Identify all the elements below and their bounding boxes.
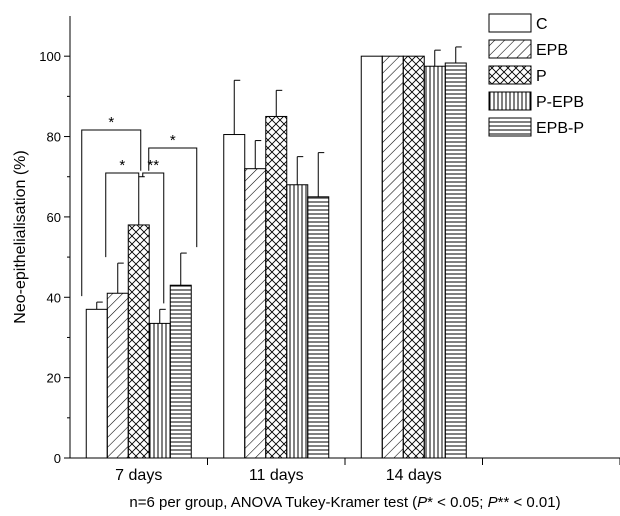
bar [127, 224, 150, 459]
y-tick-label: 40 [47, 290, 61, 305]
y-tick-label: 100 [39, 49, 61, 64]
significance-label: * [119, 157, 125, 174]
significance-label: * [170, 132, 176, 149]
bar [381, 55, 404, 459]
legend-label: P [536, 68, 547, 85]
y-axis-ticks: 0 20 40 60 80 100 [39, 49, 70, 466]
y-tick-label: 80 [47, 130, 61, 145]
bar [360, 55, 383, 459]
bars [85, 55, 467, 459]
bar [106, 292, 129, 459]
y-tick-label: 60 [47, 210, 61, 225]
bar [265, 115, 288, 459]
bar [402, 55, 425, 459]
legend-label: C [536, 16, 548, 33]
x-tick-label: 14 days [386, 467, 442, 484]
x-tick-label: 7 days [115, 467, 162, 484]
y-tick-label: 0 [54, 451, 61, 466]
error-bars [96, 46, 462, 324]
caption-p1: P [417, 494, 427, 511]
significance-brackets: ** *** [81, 114, 198, 304]
significance-bracket [142, 172, 165, 304]
legend-label: P-EPB [536, 94, 584, 111]
significance-bracket [105, 172, 140, 258]
chart-caption: n=6 per group, ANOVA Tukey-Kramer test (… [129, 494, 560, 511]
legend-label: EPB-P [536, 120, 584, 137]
y-tick-label: 20 [47, 371, 61, 386]
significance-label: ** [147, 157, 159, 174]
legend-swatch [488, 117, 532, 137]
significance-label: * [108, 114, 114, 131]
bar [307, 196, 330, 459]
bar [169, 284, 192, 459]
bar [85, 308, 108, 459]
x-tick-label: 11 days [249, 467, 304, 484]
significance-bracket [81, 129, 142, 297]
y-axis-title: Neo-epithelialisation (%) [12, 150, 29, 323]
bar [286, 184, 309, 459]
bar [223, 134, 246, 459]
legend-swatch [488, 39, 532, 59]
legend-swatch [488, 65, 532, 85]
bar [244, 168, 267, 459]
x-axis-ticks: 7 days 11 days 14 days [115, 458, 620, 484]
bar [423, 65, 446, 459]
legend: C EPB P P-EPB EPB-P [488, 13, 584, 137]
legend-label: EPB [536, 42, 568, 59]
caption-part-1: n=6 per group, ANOVA Tukey-Kramer test ( [129, 494, 417, 511]
caption-part-3: ** < 0.01) [498, 494, 561, 511]
legend-swatch [488, 13, 532, 33]
bar [148, 322, 171, 459]
caption-part-2: * < 0.05; [427, 494, 487, 511]
caption-p2: P [488, 494, 498, 511]
legend-swatch [488, 91, 532, 111]
bar [444, 62, 467, 459]
significance-bracket [148, 147, 198, 248]
